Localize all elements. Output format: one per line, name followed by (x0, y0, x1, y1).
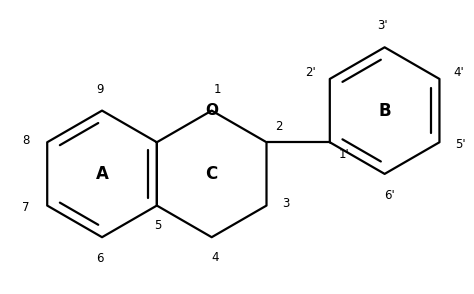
Text: 8: 8 (22, 134, 29, 147)
Text: C: C (206, 165, 218, 183)
Text: 9: 9 (97, 83, 104, 96)
Text: 4: 4 (211, 250, 219, 263)
Text: O: O (205, 103, 218, 118)
Text: 1: 1 (213, 83, 221, 96)
Text: 6: 6 (96, 252, 103, 265)
Text: A: A (96, 165, 109, 183)
Text: 7: 7 (22, 201, 29, 214)
Text: 4': 4' (454, 66, 465, 79)
Text: 5: 5 (154, 219, 162, 232)
Text: 1': 1' (338, 148, 349, 161)
Text: 5': 5' (456, 138, 466, 151)
Text: B: B (378, 102, 391, 120)
Text: 6': 6' (384, 189, 395, 202)
Text: 2': 2' (305, 66, 316, 79)
Text: 2: 2 (275, 119, 283, 133)
Text: 3: 3 (283, 197, 290, 210)
Text: 3': 3' (378, 19, 388, 32)
